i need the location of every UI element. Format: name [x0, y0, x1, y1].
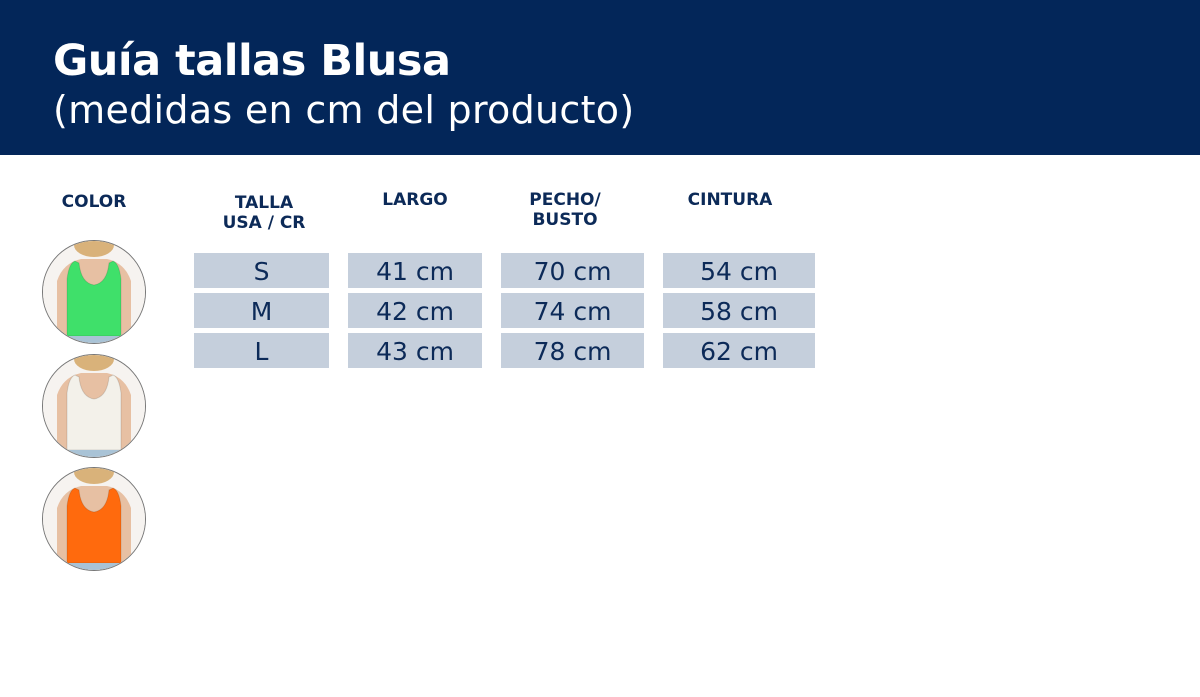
header-pecho-line1: PECHO/	[529, 190, 601, 210]
cell-talla: S	[194, 253, 329, 288]
header-largo: LARGO	[382, 190, 448, 210]
cell-largo: 41 cm	[348, 253, 482, 288]
header-pecho-line2: BUSTO	[532, 210, 598, 230]
page-title: Guía tallas Blusa	[53, 36, 451, 86]
header-cintura: CINTURA	[687, 190, 773, 210]
cell-largo: 43 cm	[348, 333, 482, 368]
model-top-image	[43, 241, 145, 343]
header-talla-line1: TALLA	[234, 193, 294, 213]
cell-cintura: 62 cm	[663, 333, 815, 368]
cell-cintura: 54 cm	[663, 253, 815, 288]
model-top-image	[43, 468, 145, 570]
cell-pecho: 78 cm	[501, 333, 644, 368]
cell-largo: 42 cm	[348, 293, 482, 328]
header-banner: Guía tallas Blusa (medidas en cm del pro…	[0, 0, 1200, 155]
header-talla-line2: USA / CR	[222, 213, 306, 233]
cell-pecho: 70 cm	[501, 253, 644, 288]
cell-cintura: 58 cm	[663, 293, 815, 328]
color-swatch-orange[interactable]	[42, 467, 146, 571]
header-pecho: PECHO/ BUSTO	[501, 190, 629, 230]
page-subtitle: (medidas en cm del producto)	[53, 88, 635, 132]
header-talla: TALLA USA / CR	[194, 193, 334, 233]
cell-talla: M	[194, 293, 329, 328]
cell-pecho: 74 cm	[501, 293, 644, 328]
color-swatch-white[interactable]	[42, 354, 146, 458]
color-swatch-green[interactable]	[42, 240, 146, 344]
model-top-image	[43, 355, 145, 457]
header-color: COLOR	[61, 192, 127, 212]
cell-talla: L	[194, 333, 329, 368]
